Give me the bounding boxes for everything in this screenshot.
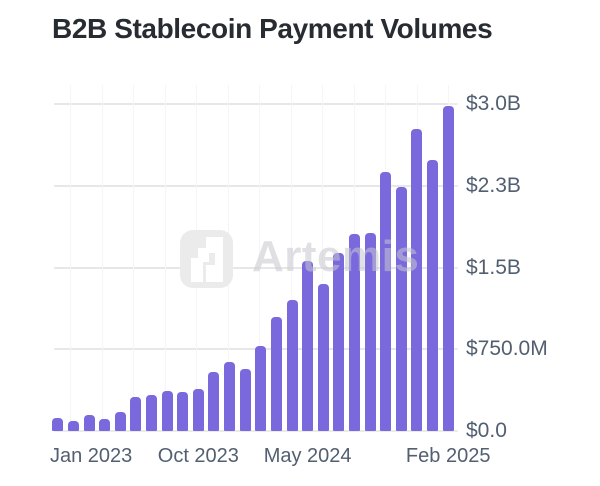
y-tick-label: $1.5B bbox=[466, 255, 521, 279]
bar-dec-2024 bbox=[411, 129, 423, 431]
gridline-vertical bbox=[133, 85, 134, 431]
bar-feb-2024 bbox=[255, 345, 267, 431]
gridline-horizontal bbox=[54, 430, 456, 432]
bar-aug-2023 bbox=[161, 390, 173, 431]
artemis-logo-icon bbox=[180, 230, 233, 288]
gridline-vertical bbox=[101, 85, 103, 431]
x-tick-label: Oct 2023 bbox=[157, 445, 239, 467]
y-tick-label: $2.3B bbox=[466, 173, 521, 197]
y-tick-label: $0.0 bbox=[466, 419, 507, 442]
bar-apr-2024 bbox=[286, 300, 298, 431]
bar-jun-2024 bbox=[317, 283, 329, 431]
plot-area bbox=[50, 85, 456, 432]
bar-feb-2023 bbox=[67, 421, 79, 431]
bar-feb-2025 bbox=[442, 106, 454, 431]
x-tick-label: May 2024 bbox=[263, 445, 352, 467]
gridline-vertical bbox=[164, 85, 166, 431]
bar-sep-2023 bbox=[177, 391, 189, 431]
bar-sep-2024 bbox=[364, 232, 376, 431]
gridline-vertical bbox=[290, 85, 292, 431]
bar-jul-2024 bbox=[333, 253, 345, 431]
bar-apr-2023 bbox=[99, 419, 111, 431]
bar-mar-2024 bbox=[270, 316, 282, 431]
y-tick-mark bbox=[449, 103, 458, 105]
x-tick-label: Jan 2023 bbox=[50, 445, 133, 467]
artemis-watermark-text: Artemis bbox=[252, 232, 420, 281]
gridline-vertical bbox=[259, 85, 260, 431]
bar-oct-2023 bbox=[192, 388, 204, 431]
y-tick-mark bbox=[449, 430, 458, 432]
bar-nov-2023 bbox=[208, 372, 220, 431]
gridline-horizontal bbox=[54, 103, 456, 105]
gridline-horizontal bbox=[54, 348, 456, 351]
gridline-horizontal bbox=[54, 184, 456, 187]
bar-jan-2024 bbox=[239, 368, 251, 431]
bar-may-2023 bbox=[114, 412, 126, 431]
bar-jan-2025 bbox=[427, 159, 439, 431]
artemis-pixel-a-glyph bbox=[190, 236, 223, 282]
bar-may-2024 bbox=[302, 260, 314, 431]
bar-oct-2024 bbox=[380, 171, 392, 431]
bar-nov-2024 bbox=[395, 186, 407, 431]
chart-title: B2B Stablecoin Payment Volumes bbox=[52, 13, 493, 44]
bar-jul-2023 bbox=[146, 395, 157, 431]
gridline-horizontal bbox=[54, 266, 456, 269]
bar-dec-2023 bbox=[224, 362, 236, 431]
gridline-vertical bbox=[322, 85, 323, 431]
bar-jan-2023 bbox=[52, 417, 64, 431]
bar-jun-2023 bbox=[130, 397, 142, 431]
x-tick-label: Feb 2025 bbox=[405, 445, 491, 467]
y-tick-label: $750.0M bbox=[466, 337, 548, 361]
bar-aug-2024 bbox=[349, 233, 360, 431]
gridline-vertical bbox=[70, 85, 71, 431]
bar-mar-2023 bbox=[83, 414, 95, 431]
bars-layer bbox=[50, 85, 456, 431]
y-tick-label: $3.0B bbox=[466, 92, 521, 115]
